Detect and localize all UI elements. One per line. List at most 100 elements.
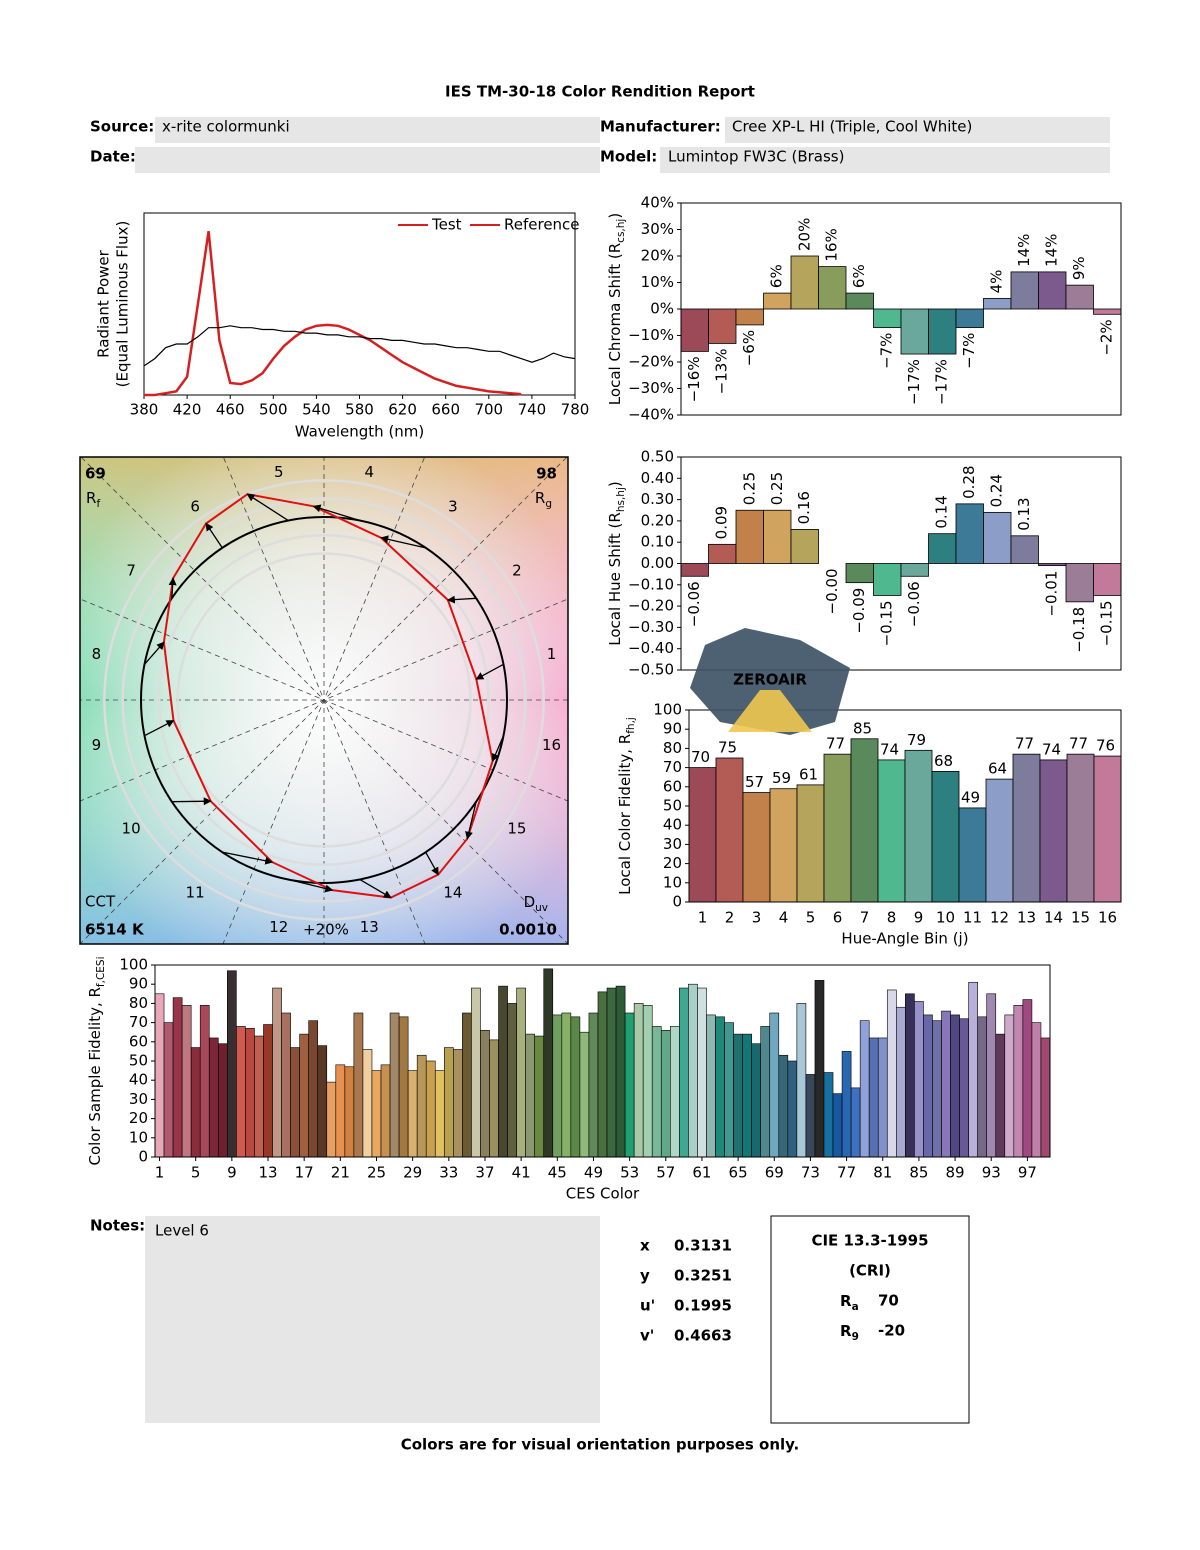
- value-label: −7%: [878, 333, 896, 369]
- y-tick-label: 100: [119, 956, 148, 974]
- bar: [845, 563, 874, 584]
- bin-label: 9: [92, 736, 102, 754]
- y-tick-label: 70: [663, 758, 682, 776]
- shift-arrow: [380, 535, 426, 549]
- y-tick-label: 60: [663, 777, 682, 795]
- x-tick-label: 73: [801, 1164, 820, 1182]
- y-axis-label-main: Color Sample Fidelity, R: [86, 987, 104, 1165]
- y-tick-label: 30: [663, 835, 682, 853]
- rg-label-main: R: [535, 489, 545, 507]
- bar: [453, 1049, 463, 1158]
- bar: [715, 1016, 725, 1158]
- y-tick-label: 10: [129, 1128, 148, 1146]
- bar: [680, 563, 709, 577]
- x-tick-label: 780: [561, 401, 590, 419]
- bar: [1010, 271, 1039, 310]
- y-tick-label: −0.20: [628, 597, 674, 615]
- y-axis-label-sub: cs,hj: [615, 219, 627, 243]
- y-tick-label: 40: [663, 816, 682, 834]
- bar: [227, 970, 237, 1158]
- y-tick-label: 70: [129, 1013, 148, 1031]
- report-title: IES TM-30-18 Color Rendition Report: [445, 83, 755, 101]
- bar: [281, 1012, 291, 1158]
- value-label: 0.25: [740, 472, 758, 505]
- bar: [471, 987, 481, 1158]
- value-label: 20%: [795, 218, 813, 251]
- x-tick-label: 65: [729, 1164, 748, 1182]
- y-axis-label: Color Sample Fidelity, Rf,CESi: [86, 956, 108, 1165]
- bin-label: 12: [269, 918, 288, 936]
- bar: [389, 1012, 400, 1158]
- bar: [543, 968, 554, 1158]
- bar: [217, 1043, 228, 1158]
- bar: [498, 985, 508, 1158]
- y-axis-label-tail: ): [606, 213, 624, 219]
- bar: [236, 1026, 246, 1158]
- field-box: [155, 117, 600, 143]
- notes-text: Level 6: [155, 1222, 209, 1240]
- bar: [742, 1033, 752, 1158]
- bar: [525, 1033, 535, 1158]
- bar: [1065, 563, 1094, 603]
- duv-value: 0.0010: [499, 921, 557, 939]
- shift-arrow: [312, 504, 360, 522]
- x-tick-label: 25: [367, 1164, 386, 1182]
- shift-arrow: [425, 851, 439, 876]
- bar: [1065, 284, 1094, 310]
- bin-label: 3: [448, 498, 458, 516]
- y-tick-label: 80: [663, 739, 682, 757]
- value-label: 77: [826, 735, 845, 753]
- x-tick-label: 7: [860, 909, 870, 927]
- x-tick-label: 420: [173, 401, 202, 419]
- value-label: −0.00: [823, 569, 841, 615]
- y-tick-label: 30%: [641, 220, 674, 238]
- bar: [751, 1043, 762, 1158]
- bar: [832, 1093, 843, 1158]
- field-box: [660, 147, 1110, 173]
- shift-arrow: [246, 493, 289, 522]
- rf-label-sub: f: [96, 498, 100, 510]
- bar: [968, 981, 978, 1158]
- bar: [181, 1005, 192, 1158]
- chromaticity-label: x: [640, 1237, 650, 1255]
- x-tick-label: 10: [936, 909, 955, 927]
- y-tick-label: 30: [129, 1090, 148, 1108]
- shift-arrow: [359, 878, 392, 899]
- bar: [877, 759, 906, 903]
- bar: [914, 1001, 924, 1158]
- value-label: −0.15: [1098, 600, 1116, 646]
- bin-label: 8: [92, 645, 102, 663]
- y-tick-label: 80: [129, 994, 148, 1012]
- x-tick-label: 14: [1044, 909, 1063, 927]
- rf-value: 69: [85, 465, 106, 483]
- bar: [688, 983, 698, 1158]
- shift-arrow: [475, 663, 504, 680]
- bar: [958, 807, 987, 903]
- x-tick-label: 380: [130, 401, 159, 419]
- value-label: 68: [934, 752, 953, 770]
- value-label: 14%: [1043, 234, 1061, 267]
- vector-graphic: [80, 457, 568, 944]
- y-tick-label: 40: [129, 1071, 148, 1089]
- shift-arrow: [222, 851, 274, 865]
- rg-value: 98: [536, 465, 557, 483]
- cri-title: CIE 13.3-1995: [811, 1232, 928, 1250]
- value-label: 74: [880, 740, 899, 758]
- bar: [950, 1014, 960, 1158]
- bar: [398, 1016, 409, 1158]
- value-label: 0.13: [1015, 497, 1033, 530]
- cri-value: 70: [878, 1292, 899, 1310]
- bar: [371, 1070, 382, 1158]
- bar: [407, 1070, 418, 1158]
- bar: [796, 1003, 807, 1158]
- bar: [317, 1045, 328, 1158]
- y-tick-label: 10%: [641, 273, 674, 291]
- bin-label: 15: [507, 819, 526, 837]
- x-tick-label: 33: [439, 1164, 458, 1182]
- y-tick-label: −0.50: [628, 661, 674, 679]
- y-tick-label: −40%: [628, 406, 674, 424]
- bar: [570, 1016, 581, 1158]
- cri-label: R9: [840, 1322, 859, 1344]
- bar: [688, 767, 717, 903]
